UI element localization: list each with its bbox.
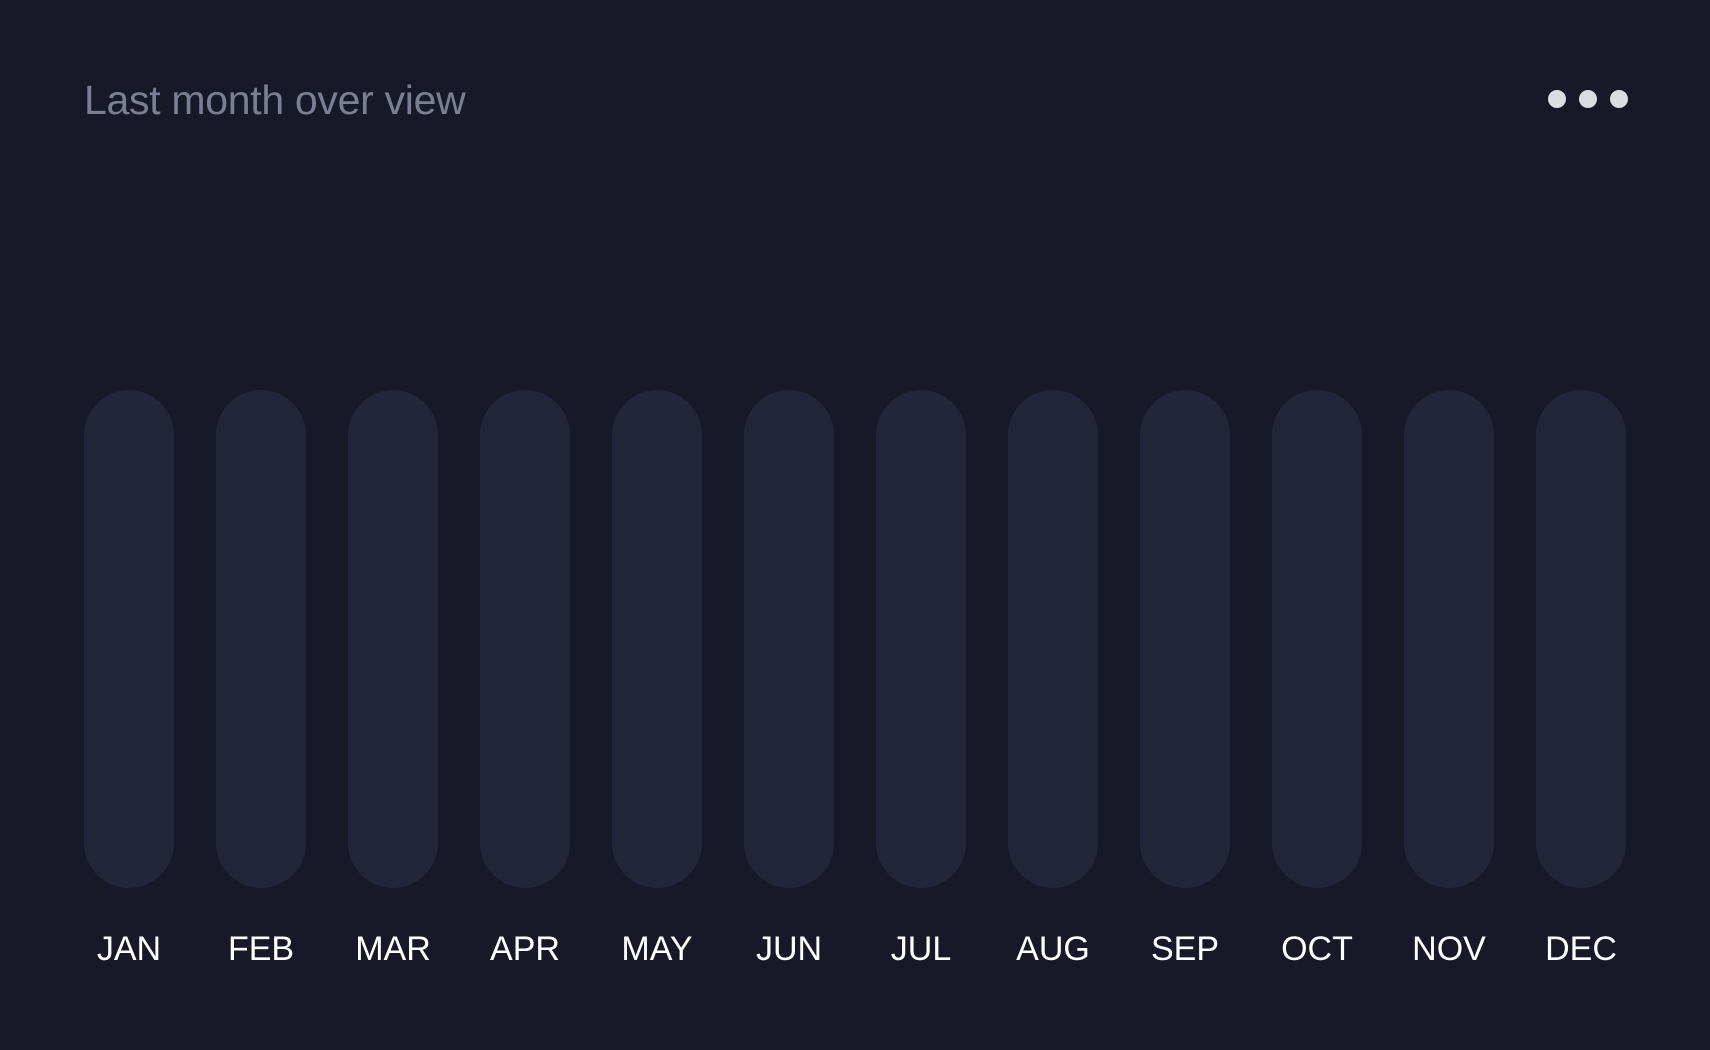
more-options-button[interactable] — [1548, 84, 1628, 114]
x-tick-label: APR — [490, 930, 560, 968]
more-dot-icon — [1610, 90, 1628, 108]
bar-track-jan — [84, 390, 174, 888]
x-tick-label: JUL — [891, 930, 951, 968]
bar-track-jul — [876, 390, 966, 888]
bar-track-aug — [1008, 390, 1098, 888]
x-tick-label: JAN — [97, 930, 161, 968]
x-tick-label: FEB — [228, 930, 294, 968]
x-tick-label: OCT — [1281, 930, 1353, 968]
bar-track-apr — [480, 390, 570, 888]
x-tick-label: SEP — [1151, 930, 1219, 968]
bar-track-jun — [744, 390, 834, 888]
bar-track-oct — [1272, 390, 1362, 888]
x-tick-label: DEC — [1545, 930, 1617, 968]
more-dot-icon — [1548, 90, 1566, 108]
bar-track-dec — [1536, 390, 1626, 888]
bar-track-may — [612, 390, 702, 888]
card-title: Last month over view — [84, 77, 466, 123]
bar-track-sep — [1140, 390, 1230, 888]
bar-track-feb — [216, 390, 306, 888]
x-tick-label: MAY — [621, 930, 692, 968]
x-tick-label: JUN — [756, 930, 822, 968]
bar-track-mar — [348, 390, 438, 888]
x-tick-label: NOV — [1412, 930, 1486, 968]
x-tick-label: MAR — [355, 930, 431, 968]
bar-track-nov — [1404, 390, 1494, 888]
more-dot-icon — [1579, 90, 1597, 108]
x-tick-label: AUG — [1016, 930, 1090, 968]
